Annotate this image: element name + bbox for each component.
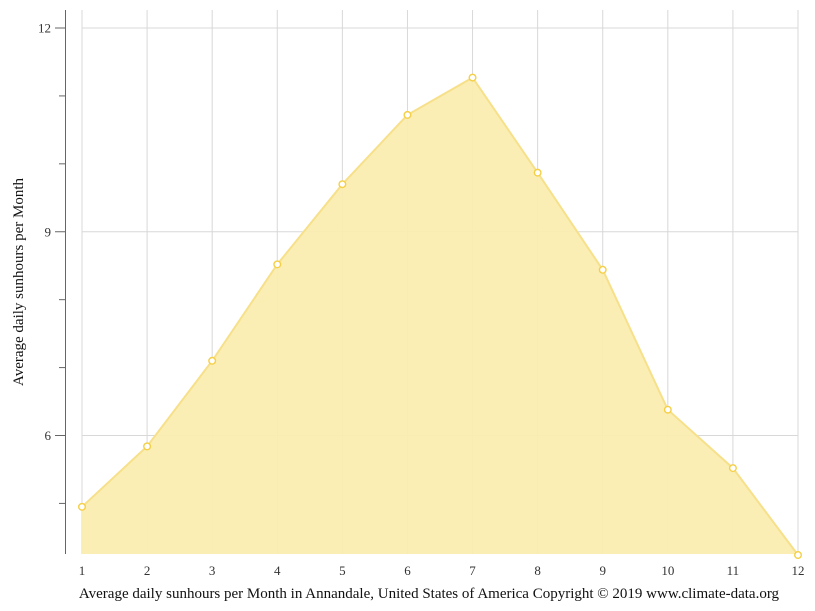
x-tick-label: 11 [727, 563, 740, 578]
data-point-marker [208, 356, 217, 365]
y-tick-label: 12 [38, 21, 51, 36]
x-tick-label: 12 [792, 563, 805, 578]
data-point-marker [663, 405, 672, 414]
x-tick-label: 5 [339, 563, 346, 578]
data-point-marker [728, 464, 737, 473]
x-tick-label: 8 [534, 563, 541, 578]
data-point-marker [794, 551, 803, 560]
data-line [81, 76, 799, 556]
data-point-marker [273, 260, 282, 269]
x-tick-label: 3 [209, 563, 216, 578]
data-point-marker [598, 265, 607, 274]
x-tick-label: 4 [274, 563, 281, 578]
data-point-marker [143, 442, 152, 451]
data-point-marker [403, 110, 412, 119]
x-tick-label: 6 [404, 563, 411, 578]
x-tick-label: 9 [599, 563, 606, 578]
x-axis-ticks: 1 2 3 4 5 6 7 8 9 10 11 12 [79, 563, 805, 578]
x-tick-label: 2 [144, 563, 151, 578]
data-point-marker [533, 168, 542, 177]
x-axis-title: Average daily sunhours per Month in Anna… [79, 586, 780, 602]
data-markers [77, 73, 803, 560]
y-tick-label: 9 [45, 224, 52, 239]
data-point-marker [338, 180, 347, 189]
x-tick-label: 10 [661, 563, 674, 578]
x-tick-label: 1 [79, 563, 86, 578]
x-tick-label: 7 [469, 563, 476, 578]
y-tick-label: 6 [45, 428, 52, 443]
data-point-marker [468, 73, 477, 82]
y-axis-ticks: 6 9 12 [38, 21, 65, 504]
y-axis-title: Average daily sunhours per Month [11, 178, 27, 387]
area-fill [82, 77, 798, 556]
data-point-marker [77, 502, 86, 511]
